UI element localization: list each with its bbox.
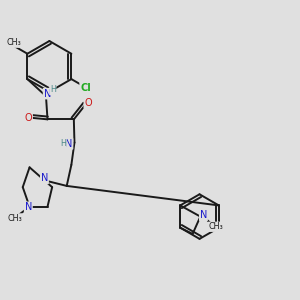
Text: CH₃: CH₃: [208, 222, 223, 231]
Text: N: N: [200, 210, 207, 220]
Text: H: H: [50, 85, 56, 94]
Text: CH₃: CH₃: [7, 38, 22, 47]
Text: O: O: [25, 113, 32, 123]
Text: N: N: [44, 89, 51, 99]
Text: Cl: Cl: [80, 82, 91, 93]
Text: N: N: [25, 202, 32, 212]
Text: O: O: [84, 98, 92, 108]
Text: N: N: [41, 173, 48, 184]
Text: N: N: [65, 139, 73, 149]
Text: CH₃: CH₃: [7, 214, 22, 223]
Text: H: H: [60, 139, 66, 148]
